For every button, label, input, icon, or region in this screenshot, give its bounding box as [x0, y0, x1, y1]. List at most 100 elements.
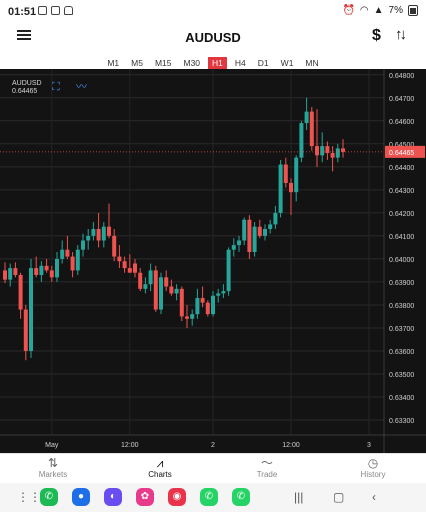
- gallery-app-icon[interactable]: ✿: [136, 488, 154, 506]
- battery-icon: [408, 5, 418, 16]
- timeframe-selector: M1 M5 M15 M30 H1 H4 D1 W1 MN: [0, 57, 426, 69]
- candle-bearish: [289, 182, 293, 193]
- tab-m5[interactable]: M5: [131, 58, 143, 68]
- candle-bearish: [200, 298, 205, 303]
- candle-bullish: [29, 268, 33, 351]
- whatsapp-business-app-icon[interactable]: ✆: [232, 488, 250, 506]
- recents-button[interactable]: |||: [294, 490, 304, 504]
- candle-bullish: [174, 288, 179, 294]
- candle-bullish: [91, 228, 96, 236]
- tab-h1[interactable]: H1: [208, 57, 227, 69]
- price-chart[interactable]: 0.64800 0.64700 0.64600 0.64500 0.64400 0.643…: [0, 69, 426, 453]
- history-clock-icon: ◷: [367, 456, 379, 470]
- nav-markets[interactable]: ⇅ Markets: [13, 456, 93, 479]
- alarm-icon: ⏰: [342, 5, 355, 16]
- home-button[interactable]: ▢: [333, 490, 345, 504]
- candle-bullish: [75, 249, 80, 271]
- phone-app-icon[interactable]: ✆: [40, 488, 58, 506]
- candle-bullish: [278, 164, 283, 213]
- indicators-icon[interactable]: 〰: [76, 81, 87, 93]
- candle-bullish: [231, 245, 236, 250]
- chart-symbol-info: AUDUSD 0.64465: [12, 80, 42, 96]
- candle-bullish: [304, 111, 309, 124]
- last-price-label: 0.64465: [389, 150, 414, 157]
- candle-bullish: [237, 240, 241, 246]
- internet-app-icon[interactable]: ◐: [104, 488, 122, 506]
- candle-bullish: [101, 226, 106, 241]
- signal-icon: ▲: [373, 5, 384, 16]
- candle-bullish: [299, 123, 304, 158]
- candle-bearish: [133, 263, 137, 273]
- candle-bullish: [81, 240, 85, 250]
- x-tick-label: 3: [367, 442, 371, 449]
- candle-bullish: [216, 293, 221, 296]
- candle-bullish: [211, 295, 215, 315]
- sort-arrows-icon[interactable]: ↑↓: [395, 26, 407, 43]
- nav-label: Trade: [256, 470, 278, 479]
- candle-bullish: [335, 148, 340, 158]
- y-tick-label: 0.63800: [389, 303, 414, 310]
- y-tick-label: 0.64800: [389, 73, 414, 80]
- candle-bearish: [127, 268, 132, 273]
- candle-bullish: [252, 226, 257, 252]
- nav-history[interactable]: ◷ History: [333, 456, 413, 479]
- x-tick-label: 2: [211, 442, 215, 449]
- x-tick-label: May: [45, 442, 59, 449]
- y-tick-label: 0.64500: [389, 142, 414, 149]
- candle-bullish: [55, 258, 59, 278]
- markets-arrows-icon: ⇅: [47, 456, 59, 470]
- whatsapp-app-icon[interactable]: ✆: [200, 488, 218, 506]
- candle-bullish: [143, 284, 148, 289]
- tab-w1[interactable]: W1: [280, 58, 294, 68]
- y-tick-label: 0.64700: [389, 96, 414, 103]
- battery-percent: 7%: [388, 5, 403, 16]
- nav-label: History: [360, 470, 386, 479]
- tab-mn[interactable]: MN: [305, 58, 319, 68]
- lock-icon: [64, 6, 73, 15]
- candle-bearish: [309, 111, 314, 147]
- app-header: AUDUSD $ ↑↓: [0, 24, 426, 52]
- tab-m15[interactable]: M15: [154, 58, 172, 68]
- tab-m1[interactable]: M1: [107, 58, 120, 68]
- candle-bullish: [60, 249, 65, 259]
- camera-app-icon[interactable]: ◉: [168, 488, 186, 506]
- candle-bullish: [294, 157, 299, 193]
- messages-app-icon[interactable]: ●: [72, 488, 90, 506]
- candle-bearish: [138, 272, 143, 289]
- status-bar: 01:51 ⏰ ◠ ▲ 7%: [0, 0, 426, 24]
- hamburger-icon[interactable]: [17, 30, 31, 43]
- y-tick-label: 0.64400: [389, 165, 414, 172]
- candle-bullish: [221, 291, 226, 294]
- candle-bullish: [159, 277, 163, 310]
- candlestick-chart-svg[interactable]: 0.64800 0.64700 0.64600 0.64500 0.64400 0.643…: [0, 69, 426, 453]
- candle-bearish: [13, 268, 18, 276]
- dollar-icon[interactable]: $: [372, 27, 381, 44]
- candle-bearish: [96, 228, 101, 241]
- candle-bearish: [283, 164, 288, 183]
- candle-bearish: [341, 148, 345, 152]
- nav-trade[interactable]: 〜 Trade: [227, 456, 307, 479]
- last-price-tag: [385, 145, 425, 158]
- candle-bullish: [190, 314, 195, 319]
- candle-bearish: [122, 261, 127, 269]
- y-tick-label: 0.63700: [389, 326, 414, 333]
- app-drawer-icon[interactable]: ⋮⋮: [17, 490, 41, 504]
- y-tick-label: 0.64600: [389, 119, 414, 126]
- candle-bearish: [169, 286, 174, 294]
- nav-charts[interactable]: ⩘ Charts: [120, 456, 200, 479]
- bottom-navigation: ⇅ Markets ⩘ Charts 〜 Trade ◷ History: [0, 453, 426, 483]
- system-bar: ⋮⋮ ||| ▢ ‹ ✆ ● ◐ ✿ ◉ ✆ ✆: [0, 483, 426, 512]
- y-tick-label: 0.63500: [389, 372, 414, 379]
- tab-m30[interactable]: M30: [183, 58, 201, 68]
- tab-h4[interactable]: H4: [234, 58, 246, 68]
- status-time: 01:51: [8, 6, 37, 18]
- candle-bearish: [18, 275, 23, 310]
- candle-bullish: [39, 265, 44, 276]
- candle-bearish: [179, 288, 184, 317]
- page-title[interactable]: AUDUSD: [185, 30, 241, 45]
- crosshair-icon[interactable]: ⛶: [52, 81, 60, 93]
- tab-d1[interactable]: D1: [257, 58, 269, 68]
- back-button[interactable]: ‹: [372, 490, 376, 504]
- candle-bearish: [107, 226, 111, 236]
- candle-bearish: [153, 270, 158, 310]
